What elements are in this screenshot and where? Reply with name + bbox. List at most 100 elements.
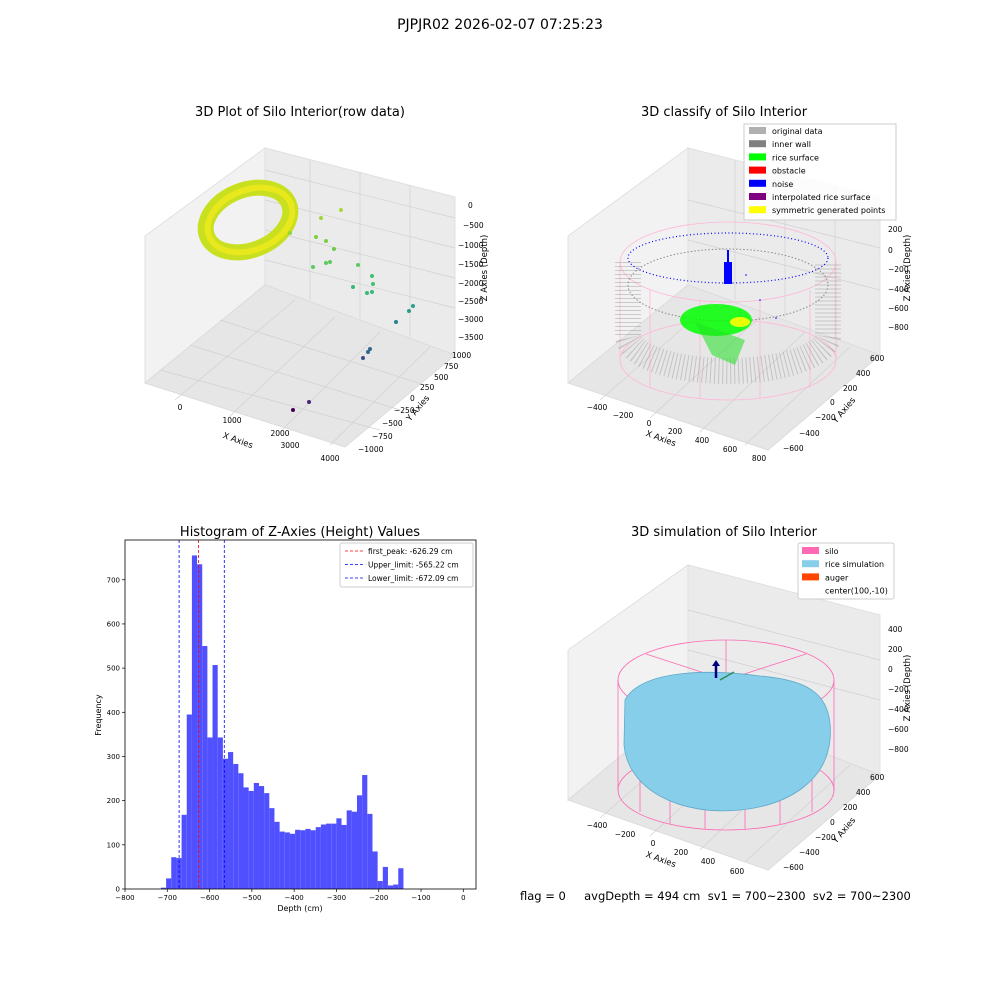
histogram-bar xyxy=(289,833,296,889)
simulation-ztick: −800 xyxy=(888,745,909,754)
histogram-bar xyxy=(274,821,280,889)
simulation-xtick: −200 xyxy=(615,830,636,839)
histogram-legend-items: first_peak: -626.29 cm Upper_limit: -565.… xyxy=(345,547,459,583)
classify-legend-label: interpolated rice surface xyxy=(772,193,870,202)
simulation-legend-label: rice simulation xyxy=(825,560,884,569)
histogram-bar xyxy=(377,881,383,889)
raw-panel-title: 3D Plot of Silo Interior(row data) xyxy=(195,105,405,120)
histogram-ytick: 300 xyxy=(107,753,120,761)
raw-point xyxy=(407,309,411,313)
histogram-bar xyxy=(264,793,270,889)
histogram-bar xyxy=(300,830,306,889)
raw-point xyxy=(366,350,370,354)
histogram-legend-label: first_peak: -626.29 cm xyxy=(368,547,452,556)
histogram-xtick: −300 xyxy=(327,894,346,902)
histogram-xlabel: Depth (cm) xyxy=(277,904,322,913)
histogram-ytick: 600 xyxy=(107,620,120,628)
raw-xtick: 4000 xyxy=(320,454,339,463)
raw-point xyxy=(311,265,315,269)
raw-xtick: 3000 xyxy=(280,441,299,450)
raw-xtick: 2000 xyxy=(270,429,289,438)
raw-point xyxy=(291,408,295,412)
histogram-bar xyxy=(166,878,172,889)
histogram-bar xyxy=(356,795,363,889)
simulation-zlabel: Z Axies (Depth) xyxy=(903,655,913,722)
raw-ztick: −1000 xyxy=(458,241,484,250)
simulation-ytick: −400 xyxy=(799,848,820,857)
classify-legend-label: original data xyxy=(772,127,823,136)
simulation-auger xyxy=(712,660,735,681)
histogram-bar xyxy=(367,813,373,889)
histogram-bar xyxy=(320,824,327,889)
raw-ztick: −3500 xyxy=(458,333,484,342)
histogram-bar xyxy=(372,851,378,889)
raw-point xyxy=(351,285,355,289)
classify-rice-surface xyxy=(680,304,752,365)
simulation-panel-title: 3D simulation of Silo Interior xyxy=(631,525,818,540)
raw-ring-highlight xyxy=(204,184,296,256)
raw-point xyxy=(411,304,415,308)
histogram-panel: Histogram of Z-Axies (Height) Values −80… xyxy=(94,525,477,913)
classify-legend-label: rice surface xyxy=(772,153,819,162)
classify-legend-swatch xyxy=(749,206,766,214)
raw-xtick: 1000 xyxy=(222,416,241,425)
histogram-ylabel: Frequency xyxy=(94,694,103,736)
histogram-bar xyxy=(160,887,167,889)
histogram-ytick: 100 xyxy=(107,841,120,849)
simulation-legend-box xyxy=(797,542,895,600)
histogram-bar xyxy=(176,858,182,889)
histogram-bar xyxy=(212,665,218,889)
raw-ztick: −2000 xyxy=(458,279,484,288)
histogram-xtick: −500 xyxy=(242,894,261,902)
simulation-xtick: 600 xyxy=(730,867,745,876)
classify-zlabel: Z Axies (Depth) xyxy=(903,235,913,302)
simulation-legend xyxy=(797,542,895,600)
histogram-bar xyxy=(346,810,352,889)
classify-legend-swatch xyxy=(749,153,766,161)
classify-xtick: −400 xyxy=(587,403,608,412)
classify-ytick: 0 xyxy=(830,398,835,407)
classify-legend-swatch xyxy=(749,179,766,187)
simulation-legend-label: silo xyxy=(825,547,839,556)
simulation-ytick: 400 xyxy=(856,788,871,797)
classify-legend-swatch xyxy=(749,166,766,174)
histogram-bar xyxy=(269,808,275,889)
simulation-legend-swatch xyxy=(802,586,819,594)
histogram-ytick: 400 xyxy=(107,709,120,717)
classify-ztick: 200 xyxy=(888,225,903,234)
raw-point xyxy=(371,282,375,286)
simulation-ytick: −600 xyxy=(783,863,804,872)
raw-point xyxy=(324,261,328,265)
histogram-vlines xyxy=(178,540,225,889)
histogram-bar xyxy=(341,824,347,889)
histogram-xtick: −800 xyxy=(115,894,134,902)
raw-point xyxy=(365,291,369,295)
simulation-xlabel: X Axies xyxy=(644,850,677,870)
raw-ytick: 750 xyxy=(444,362,459,371)
histogram-ytick: 0 xyxy=(116,886,120,894)
raw-point xyxy=(314,235,318,239)
simulation-3d-panel: 3D simulation of Silo Interior xyxy=(567,525,913,876)
classify-ytick: −600 xyxy=(783,444,804,453)
simulation-legend-label: center(100,-10) xyxy=(825,587,888,596)
histogram-bar xyxy=(186,714,192,889)
histogram-bar xyxy=(202,646,208,889)
classify-legend-items: original data inner wall rice surface obsta… xyxy=(749,127,885,215)
histogram-xticks: −800 −700 −600 −500 −400 −300 −200 −100 0 xyxy=(115,889,466,902)
histogram-bar xyxy=(181,814,187,889)
histogram-legend-box xyxy=(339,542,474,588)
raw-ytick: −1000 xyxy=(358,445,384,454)
simulation-xtick: −400 xyxy=(587,821,608,830)
raw-point xyxy=(368,347,372,351)
histogram-bar xyxy=(238,773,244,889)
histogram-bar xyxy=(305,828,311,889)
raw-3d-panel: 3D Plot of Silo Interior(row data) xyxy=(143,105,490,463)
raw-pane-floor xyxy=(143,284,456,448)
simulation-ztick: 0 xyxy=(888,665,893,674)
simulation-xtick: 0 xyxy=(651,839,656,848)
raw-point xyxy=(332,247,336,251)
histogram-xtick: −200 xyxy=(369,894,388,902)
classify-legend xyxy=(743,123,897,221)
raw-point xyxy=(324,239,328,243)
histogram-bar xyxy=(310,830,316,889)
